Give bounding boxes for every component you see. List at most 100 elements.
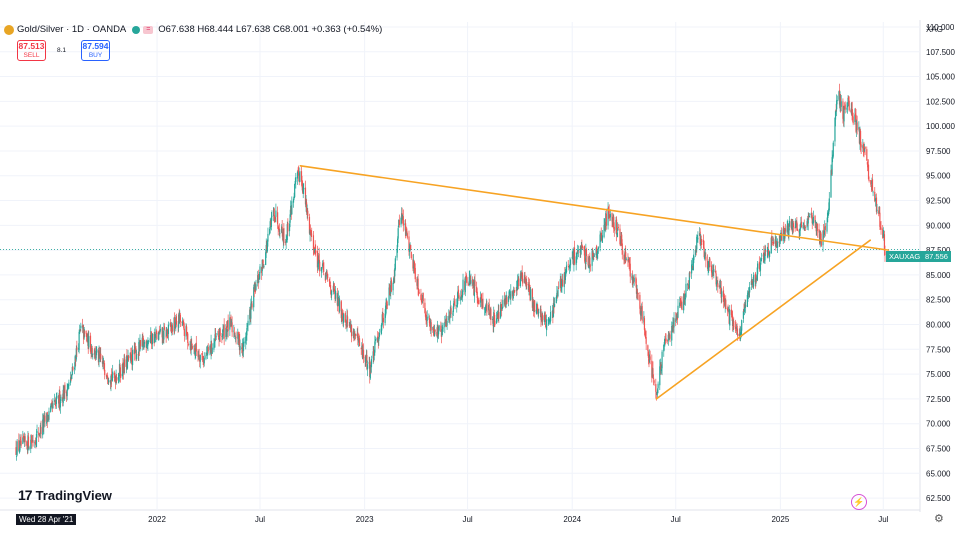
candle-body	[100, 353, 102, 360]
candle-body	[67, 385, 69, 391]
candle-body	[274, 218, 276, 219]
candle-body	[771, 235, 773, 241]
candle-body	[198, 354, 200, 359]
price-tick-label: 107.500	[926, 48, 955, 57]
candle-body	[660, 369, 663, 372]
candle-body	[847, 97, 849, 107]
candle-body	[786, 225, 788, 233]
candle-body	[673, 318, 675, 328]
price-tick-label: 72.500	[926, 395, 951, 404]
candle-body	[702, 240, 705, 249]
candle-body	[848, 97, 850, 100]
candle-body	[251, 303, 253, 308]
candle-body	[175, 316, 177, 325]
candle-body	[854, 113, 857, 116]
candle-body	[607, 207, 609, 226]
candle-body	[844, 104, 846, 110]
candle-body	[507, 295, 510, 302]
candle-body	[647, 345, 649, 351]
candle-body	[120, 373, 122, 378]
price-axis[interactable]: 62.500 65.000 67.500 70.000 72.500 75.000 77.5…	[926, 23, 955, 503]
candle-body	[647, 351, 650, 358]
candle-body	[113, 372, 115, 375]
candle-body	[854, 114, 856, 123]
candle-body	[587, 256, 589, 266]
candle-body	[581, 245, 584, 248]
candle-body	[543, 315, 545, 322]
candle-body	[215, 333, 217, 339]
candle-body	[346, 316, 349, 324]
candle-body	[737, 333, 739, 337]
candle-body	[528, 284, 531, 293]
candle-body	[402, 216, 404, 226]
candle-body	[217, 333, 219, 335]
candle-body	[669, 334, 671, 339]
candle-body	[553, 303, 556, 307]
candle-body	[772, 239, 774, 241]
candle-body	[772, 241, 775, 245]
candle-body	[233, 330, 235, 332]
candle-body	[472, 278, 474, 286]
candle-body	[803, 223, 805, 225]
candle-body	[699, 231, 701, 245]
candle-body	[444, 319, 446, 323]
candle-body	[158, 332, 160, 340]
candle-body	[763, 252, 765, 262]
candle-body	[597, 250, 599, 254]
candle-body	[555, 297, 557, 304]
candle-body	[513, 291, 515, 293]
equal-icon[interactable]: =	[143, 25, 154, 34]
candle-body	[333, 284, 335, 289]
candle-body	[714, 271, 717, 273]
candle-body	[231, 322, 233, 333]
candle-body	[499, 304, 502, 318]
lightning-icon[interactable]: ⚡	[851, 494, 867, 510]
buy-button[interactable]: 87.594 BUY	[81, 40, 110, 61]
candle-body	[585, 249, 588, 256]
axis-currency-label[interactable]: XAG	[926, 25, 943, 34]
candle-body	[40, 426, 42, 435]
candle-body	[476, 291, 478, 299]
candle-body	[187, 344, 189, 345]
candle-body	[309, 229, 311, 235]
candle-body	[747, 291, 750, 295]
candle-body	[223, 324, 225, 339]
candle-body	[706, 260, 709, 269]
candle-body	[800, 221, 803, 228]
sell-button[interactable]: 87.513 SELL	[17, 40, 46, 61]
candle-body	[713, 269, 715, 273]
candle-body	[883, 234, 886, 251]
candle-body	[601, 235, 603, 243]
candle-body	[599, 234, 601, 248]
candle-body	[846, 107, 848, 110]
trendlines[interactable]	[299, 165, 890, 400]
candle-body	[16, 441, 18, 455]
candle-body	[565, 265, 568, 273]
candle-body	[466, 277, 468, 284]
candle-body	[692, 258, 694, 271]
candle-body	[677, 305, 679, 318]
candle-body	[19, 438, 22, 440]
time-axis[interactable]: 2022 Jul 2023 Jul 2024 Jul 2025 Jul	[148, 515, 888, 524]
tradingview-logo[interactable]: 17 TradingView	[18, 487, 112, 503]
symbol-title[interactable]: Gold/Silver · 1D · OANDA	[17, 24, 127, 35]
candle-body	[397, 238, 399, 248]
candle-body	[695, 249, 697, 256]
candle-body	[548, 318, 550, 321]
candle-body	[400, 217, 402, 225]
candle-body	[270, 217, 272, 227]
candle-body	[414, 264, 416, 269]
candle-body	[846, 105, 849, 108]
candle-body	[18, 449, 21, 453]
candle-body	[680, 300, 682, 305]
candle-body	[544, 314, 547, 323]
candle-body	[656, 389, 659, 394]
candle-body	[802, 224, 804, 229]
settings-gear-icon[interactable]: ⚙	[934, 513, 944, 525]
candle-body	[764, 248, 766, 261]
candle-body	[313, 251, 315, 254]
candle-body	[746, 294, 748, 307]
candle-body	[716, 281, 718, 285]
candle-body	[64, 384, 66, 394]
